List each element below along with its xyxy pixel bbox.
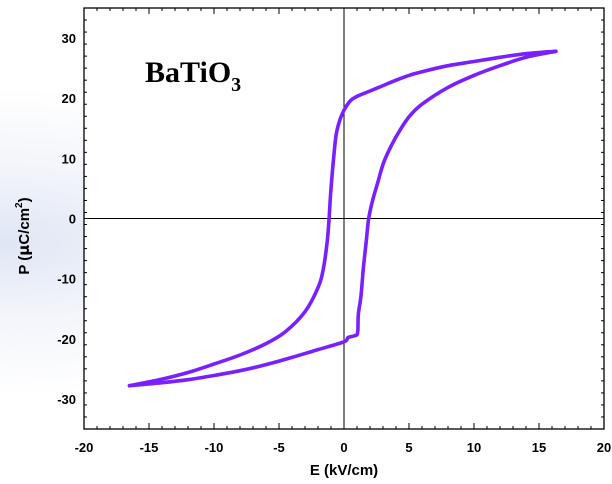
y-tick-label: 10 [62, 151, 76, 166]
x-tick-label: 15 [532, 440, 546, 455]
tick-labels: -20 -15 -10 -5 0 5 10 15 20 -30 -20 -10 0 10 20 30 [57, 31, 611, 455]
x-tick-label: 5 [405, 440, 412, 455]
y-tick-label: 30 [62, 31, 76, 46]
y-axis-title: P (μC/cm2) [14, 197, 33, 274]
zero-axis-lines [84, 8, 604, 429]
y-axis-title-superscript: 2 [14, 202, 25, 208]
y-axis-title-suffix: ) [16, 197, 33, 202]
y-tick-label: -10 [57, 272, 76, 287]
x-tick-label: -5 [273, 440, 285, 455]
y-axis-title-unit: C/cm [16, 208, 33, 245]
axis-ticks [83, 7, 605, 430]
compound-label: BaTiO3 [145, 56, 241, 96]
compound-label-subscript: 3 [231, 74, 241, 96]
series-group [127, 49, 558, 388]
y-tick-label: 20 [62, 91, 76, 106]
x-tick-label: -15 [140, 440, 159, 455]
compound-label-base: BaTiO [145, 56, 231, 89]
x-tick-label: 0 [340, 440, 347, 455]
x-axis-title: E (kV/cm) [310, 462, 378, 479]
x-tick-label: 20 [597, 440, 611, 455]
y-tick-label: -20 [57, 332, 76, 347]
y-axis-title-mu: μ [15, 245, 33, 256]
x-tick-label: 10 [467, 440, 481, 455]
y-tick-label: -30 [57, 392, 76, 407]
y-axis-title-prefix: P ( [16, 256, 33, 275]
y-tick-label: 0 [69, 212, 76, 227]
x-tick-label: -20 [75, 440, 94, 455]
descending-branch-line [127, 49, 558, 388]
ascending-branch-line [127, 49, 558, 388]
x-tick-label: -10 [205, 440, 224, 455]
